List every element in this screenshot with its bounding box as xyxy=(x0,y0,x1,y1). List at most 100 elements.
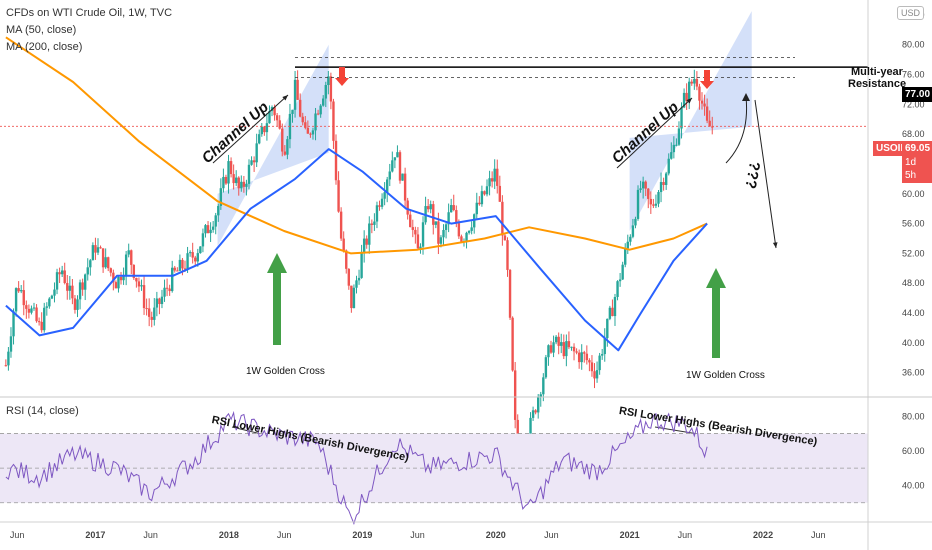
candle-body xyxy=(670,152,673,159)
rsi-pane xyxy=(0,410,868,525)
candle-body xyxy=(86,267,89,275)
candle-body xyxy=(657,192,660,204)
candle-body xyxy=(421,222,425,247)
candle-body xyxy=(114,282,118,289)
candle-body xyxy=(119,276,123,281)
candle-body xyxy=(334,140,338,181)
candle-body xyxy=(378,205,381,207)
candle-body xyxy=(396,152,399,158)
candle-body xyxy=(155,298,159,308)
candles xyxy=(4,69,714,485)
candle-body xyxy=(63,270,66,284)
candle-body xyxy=(401,173,404,181)
candle-body xyxy=(150,316,153,320)
candle-body xyxy=(398,152,402,181)
candle-body xyxy=(493,168,496,182)
currency-button[interactable]: USD xyxy=(896,6,924,20)
moving-averages xyxy=(5,36,708,352)
candle-body xyxy=(498,185,502,202)
candle-body xyxy=(96,247,100,253)
candle-body xyxy=(293,79,297,110)
candle-body xyxy=(416,234,420,249)
candle-body xyxy=(355,280,358,288)
candle-body xyxy=(263,126,266,133)
candle-body xyxy=(583,352,586,354)
candle-body xyxy=(506,240,509,270)
candle-body xyxy=(81,282,84,290)
candle-body xyxy=(127,250,130,255)
candle-body xyxy=(682,92,686,108)
candle-body xyxy=(25,305,28,309)
candle-body xyxy=(411,227,414,230)
channel-arrow-right xyxy=(616,97,693,169)
candle-body xyxy=(339,211,343,239)
projection-arrow-down xyxy=(754,99,777,249)
golden-cross-label-left: 1W Golden Cross xyxy=(246,366,325,377)
channel-up-zone-2 xyxy=(629,11,752,232)
candle-body xyxy=(572,346,576,352)
candle-body xyxy=(700,100,704,104)
candle-body xyxy=(94,245,97,253)
candle-body xyxy=(447,212,450,225)
candle-body xyxy=(145,308,148,310)
candle-body xyxy=(332,101,335,141)
candle-body xyxy=(442,229,445,238)
candle-body xyxy=(690,81,693,84)
candle-body xyxy=(432,204,435,225)
candle-body xyxy=(437,221,440,244)
candle-body xyxy=(268,111,271,124)
candle-body xyxy=(368,223,371,245)
candle-body xyxy=(176,270,179,272)
candle-body xyxy=(73,298,77,310)
candle-body xyxy=(201,233,205,247)
candle-body xyxy=(206,225,210,234)
candle-body xyxy=(652,204,655,206)
symbol-tag: USOIL xyxy=(873,141,910,156)
candle-body xyxy=(211,226,215,230)
candle-body xyxy=(286,139,289,155)
candle-body xyxy=(434,221,438,225)
projection-curve-up xyxy=(725,96,748,164)
candle-body xyxy=(465,232,468,242)
candle-body xyxy=(291,109,294,114)
candle-body xyxy=(199,246,202,254)
candle-body xyxy=(649,198,653,205)
candle-body xyxy=(132,264,136,278)
candle-body xyxy=(78,282,82,300)
candle-body xyxy=(600,354,604,356)
candle-body xyxy=(158,298,161,305)
candle-body xyxy=(590,362,594,372)
candle-body xyxy=(137,281,141,287)
channel-arrow-left xyxy=(212,94,289,164)
candle-body xyxy=(4,365,8,367)
time-tick-label: Jun xyxy=(544,530,559,540)
candle-body xyxy=(350,285,353,309)
candle-body xyxy=(107,257,110,269)
rsi-tick-label: 80.00 xyxy=(902,411,925,421)
candle-body xyxy=(53,289,56,296)
candle-body xyxy=(373,221,376,225)
candle-body xyxy=(362,238,366,253)
candle-body xyxy=(301,116,304,123)
candle-body xyxy=(391,160,394,172)
rsi-tick-label: 60.00 xyxy=(902,446,925,456)
candle-body xyxy=(242,181,246,187)
time-tick-label: Jun xyxy=(277,530,292,540)
candle-body xyxy=(20,290,23,292)
candle-body xyxy=(383,192,386,199)
candle-body xyxy=(552,342,555,353)
projection-curve-up-head xyxy=(742,93,750,101)
candle-body xyxy=(252,160,256,163)
price-tick-label: 44.00 xyxy=(902,308,925,318)
candle-body xyxy=(490,178,494,182)
candle-body xyxy=(30,308,33,313)
candle-body xyxy=(631,225,635,237)
candle-body xyxy=(419,246,422,249)
candle-body xyxy=(124,254,128,276)
candle-body xyxy=(186,253,189,269)
candle-body xyxy=(511,317,514,371)
candle-body xyxy=(265,123,269,133)
candle-body xyxy=(171,267,174,292)
candle-body xyxy=(606,318,609,339)
